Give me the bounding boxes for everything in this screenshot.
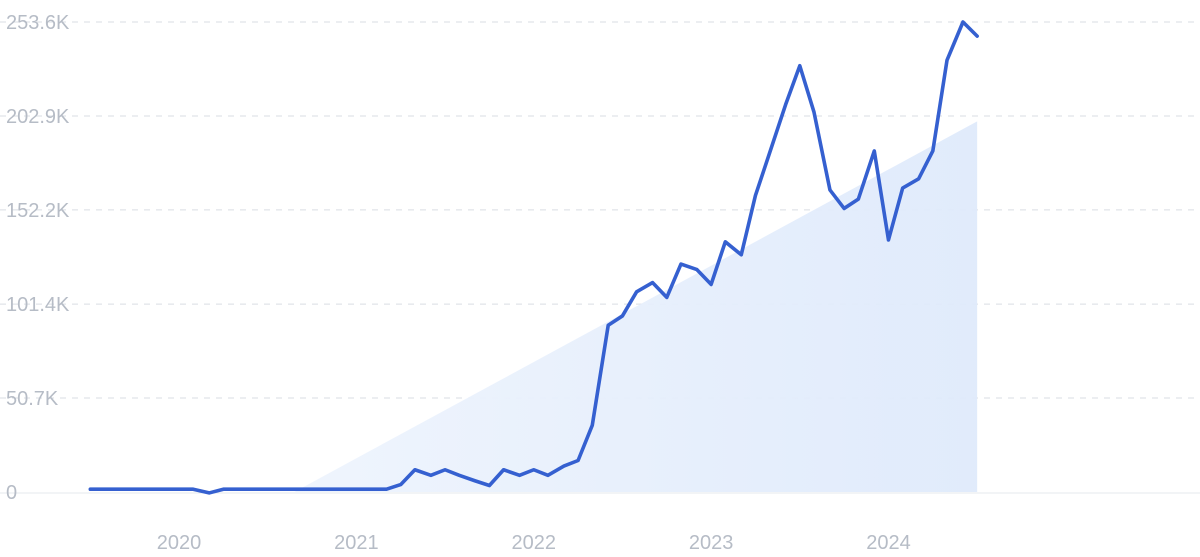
x-tick-label-1: 2021 — [334, 532, 379, 554]
y-tick-label-0: 0 — [6, 482, 17, 504]
series-line — [88, 20, 979, 495]
y-tick-label-4: 202.9K — [6, 106, 70, 128]
y-tick-label-1: 50.7K — [6, 388, 59, 410]
x-tick-label-3: 2023 — [689, 532, 734, 554]
y-tick-label-2: 101.4K — [6, 294, 70, 316]
y-tick-label-5: 253.6K — [6, 12, 70, 34]
trend-band — [294, 121, 978, 493]
x-tick-label-2: 2022 — [511, 532, 556, 554]
x-tick-label-4: 2024 — [866, 532, 911, 554]
y-tick-label-3: 152.2K — [6, 200, 70, 222]
x-tick-label-0: 2020 — [157, 532, 202, 554]
